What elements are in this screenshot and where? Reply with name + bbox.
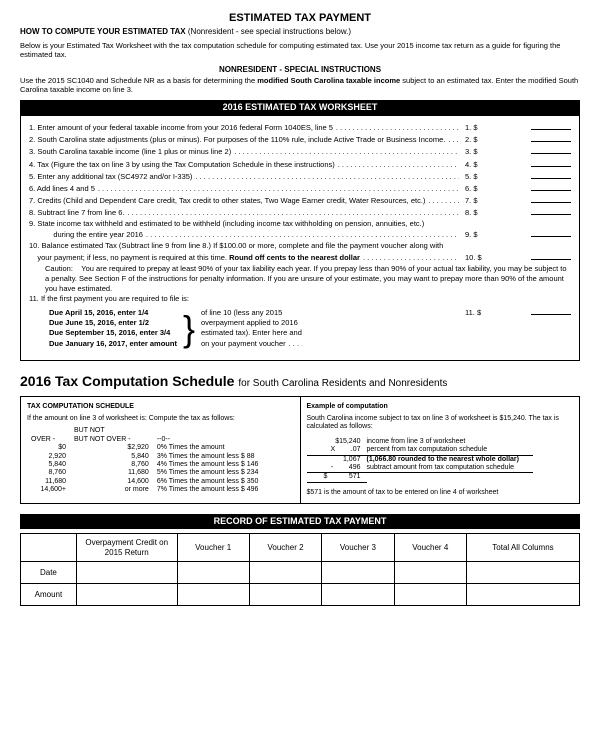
record-table: Overpayment Credit on 2015 Return Vouche… bbox=[20, 533, 580, 606]
line-1: 1. Enter amount of your federal taxable … bbox=[29, 123, 459, 133]
worksheet-box: 1. Enter amount of your federal taxable … bbox=[20, 115, 580, 361]
line-9b: during the entire year 2016 bbox=[29, 230, 459, 240]
schedule-title: 2016 Tax Computation Schedule for South … bbox=[20, 373, 580, 390]
line-10a: 10. Balance estimated Tax (Subtract line… bbox=[29, 241, 571, 251]
compute-label: HOW TO COMPUTE YOUR ESTIMATED TAX bbox=[20, 27, 186, 36]
schedule-left: TAX COMPUTATION SCHEDULE If the amount o… bbox=[21, 397, 301, 504]
page-title: ESTIMATED TAX PAYMENT bbox=[20, 12, 580, 25]
due-dates-block: Due April 15, 2016, enter 1/4 Due June 1… bbox=[49, 308, 459, 349]
table-row: Amount bbox=[21, 584, 580, 606]
table-row: Date bbox=[21, 562, 580, 584]
caution: Caution: You are required to prepay at l… bbox=[29, 264, 571, 294]
worksheet-header: 2016 ESTIMATED TAX WORKSHEET bbox=[20, 100, 580, 115]
schedule-box: TAX COMPUTATION SCHEDULE If the amount o… bbox=[20, 396, 580, 505]
line-7: 7. Credits (Child and Dependent Care cre… bbox=[29, 196, 459, 206]
line-6: 6. Add lines 4 and 5 bbox=[29, 184, 459, 194]
line-4: 4. Tax (Figure the tax on line 3 by usin… bbox=[29, 160, 459, 170]
nonresident-text: Use the 2015 SC1040 and Schedule NR as a… bbox=[20, 76, 580, 94]
brace-icon: } bbox=[183, 316, 195, 341]
intro-text: Below is your Estimated Tax Worksheet wi… bbox=[20, 41, 580, 59]
schedule-right: Example of computation South Carolina in… bbox=[301, 397, 580, 504]
table-header-row: Overpayment Credit on 2015 Return Vouche… bbox=[21, 533, 580, 561]
line-8: 8. Subtract line 7 from line 6. bbox=[29, 208, 459, 218]
line-2: 2. South Carolina state adjustments (plu… bbox=[29, 135, 459, 145]
line-5: 5. Enter any additional tax (SC4972 and/… bbox=[29, 172, 459, 182]
line-10b: your payment; if less, no payment is req… bbox=[29, 253, 459, 263]
compute-heading: HOW TO COMPUTE YOUR ESTIMATED TAX (Nonre… bbox=[20, 27, 580, 37]
line-3: 3. South Carolina taxable income (line 1… bbox=[29, 147, 459, 157]
line-11: 11. If the first payment you are require… bbox=[29, 294, 571, 304]
line-9a: 9. State income tax withheld and estimat… bbox=[29, 219, 571, 229]
nonresident-title: NONRESIDENT - SPECIAL INSTRUCTIONS bbox=[20, 65, 580, 75]
record-header: RECORD OF ESTIMATED TAX PAYMENT bbox=[20, 514, 580, 529]
schedule-table: BUT NOT OVER -BUT NOT OVER ---0-- $0$2,9… bbox=[27, 427, 294, 494]
compute-note: (Nonresident - see special instructions … bbox=[188, 27, 351, 36]
